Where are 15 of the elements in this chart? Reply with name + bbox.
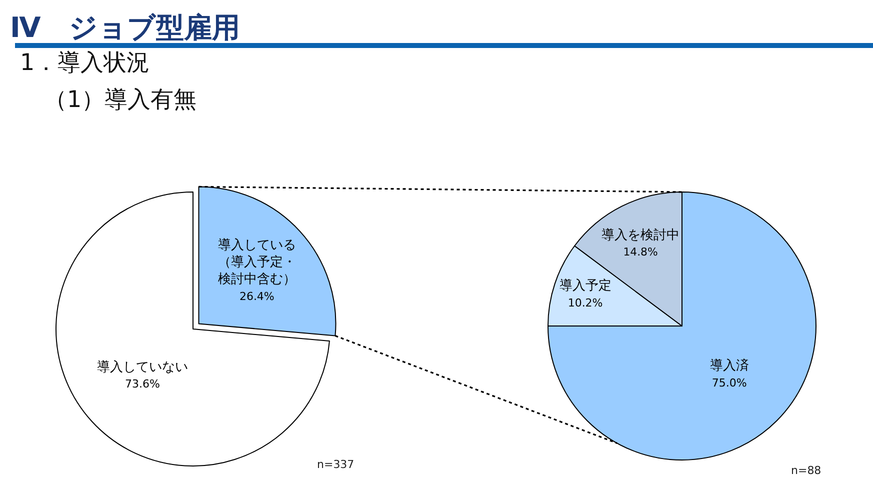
chart-title: Ⅳ ジョブ型雇用 [10, 10, 240, 44]
data-label: 26.4% [239, 290, 274, 303]
text: （1）導入有無 [44, 87, 197, 113]
slice-label: 導入を検討中 [602, 228, 680, 243]
slice-label: 導入予定 [559, 278, 612, 294]
slice-label: 導入している（導入予定・検討中含む） [218, 238, 296, 287]
data-label: 10.2% [568, 296, 603, 310]
text: n=88 [791, 464, 822, 477]
slice-label: 導入済 [710, 357, 749, 374]
data-label: 75.0% [712, 376, 747, 390]
data-label: 14.8% [623, 246, 658, 259]
chart-subtitle: 1．導入状況 [20, 50, 150, 76]
text: n=337 [317, 458, 354, 471]
data-label: 73.6% [125, 378, 160, 391]
slice-label: 導入していない [96, 360, 188, 375]
